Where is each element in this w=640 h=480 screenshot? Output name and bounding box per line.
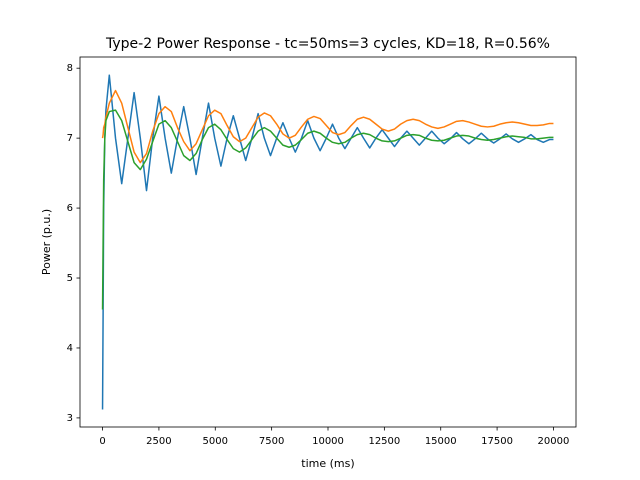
x-tick-label: 15000 <box>425 436 457 447</box>
x-tick-label: 0 <box>99 436 105 447</box>
x-tick-label: 7500 <box>259 436 284 447</box>
y-tick-label: 8 <box>67 63 73 74</box>
x-axis-label: time (ms) <box>301 457 354 470</box>
chart-title: Type-2 Power Response - tc=50ms=3 cycles… <box>105 36 550 52</box>
x-tick-label: 20000 <box>538 436 570 447</box>
y-tick-label: 6 <box>67 203 73 214</box>
y-axis-label: Power (p.u.) <box>40 209 53 275</box>
y-tick-label: 3 <box>67 413 73 424</box>
y-tick-label: 5 <box>67 273 73 284</box>
series-line <box>101 109 554 310</box>
series-line <box>101 89 554 164</box>
x-tick-label: 2500 <box>146 436 171 447</box>
x-tick-label: 5000 <box>203 436 228 447</box>
x-tick-label: 10000 <box>312 436 344 447</box>
x-tick-label: 17500 <box>481 436 513 447</box>
plot-frame <box>79 56 577 428</box>
x-tick-label: 12500 <box>368 436 400 447</box>
y-tick-label: 4 <box>67 343 73 354</box>
y-tick-label: 7 <box>67 133 73 144</box>
